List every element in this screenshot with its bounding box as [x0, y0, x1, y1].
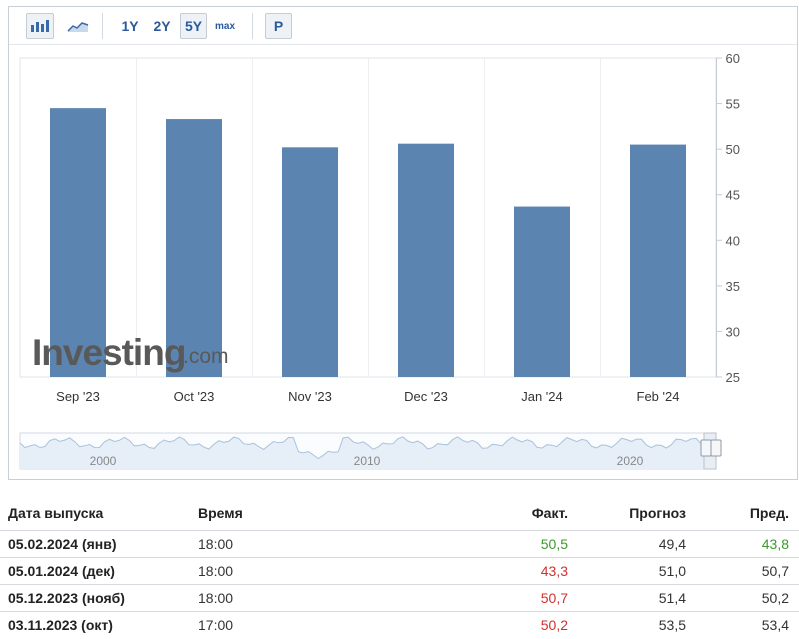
table-row: 05.01.2024 (дек) 18:00 43,3 51,0 50,7 [0, 557, 799, 584]
y-tick-label: 45 [726, 188, 740, 203]
row-date: 05.12.2023 (нояб) [8, 590, 125, 606]
x-tick-label: Nov '23 [288, 389, 332, 404]
table-header-row: Дата выпуска Время Факт. Прогноз Пред. [0, 500, 799, 527]
row-time: 18:00 [198, 590, 234, 606]
header-date: Дата выпуска [8, 505, 104, 521]
navigator-year-label: 2000 [90, 454, 117, 468]
navigator-series-line [19, 436, 717, 460]
row-forecast: 51,4 [658, 590, 686, 606]
navigator-handle[interactable] [710, 439, 722, 457]
x-tick-label: Sep '23 [56, 389, 100, 404]
row-actual: 43,3 [540, 563, 568, 579]
header-actual: Факт. [531, 505, 568, 521]
row-previous: 53,4 [761, 617, 789, 633]
navigator-year-label: 2010 [354, 454, 381, 468]
row-time: 18:00 [198, 536, 234, 552]
watermark-suffix: .com [183, 345, 229, 368]
x-tick-label: Dec '23 [404, 389, 448, 404]
navigator-year-label: 2020 [617, 454, 644, 468]
y-tick-label: 50 [726, 142, 740, 157]
toolbar-separator [102, 13, 103, 39]
row-forecast: 49,4 [658, 536, 686, 552]
row-actual: 50,5 [540, 536, 568, 552]
bar [630, 144, 686, 377]
row-date: 05.02.2024 (янв) [8, 536, 117, 552]
bar [166, 119, 222, 378]
row-forecast: 53,5 [658, 617, 686, 633]
range-1y-button[interactable]: 1Y [121, 18, 139, 34]
p-button[interactable]: P [265, 13, 292, 39]
bar-chart: Investing .com Sep '23 Oct '23 Nov '23 Dec … [19, 51, 740, 470]
area-chart-icon [67, 22, 89, 32]
row-actual: 50,7 [540, 590, 568, 606]
bar-chart-icon [31, 20, 49, 32]
bar [50, 108, 106, 377]
row-previous: 50,2 [761, 590, 789, 606]
bar [514, 206, 570, 377]
x-tick-label: Jan '24 [521, 389, 563, 404]
header-time: Время [198, 505, 243, 521]
row-actual: 50,2 [540, 617, 568, 633]
chart-toolbar: 1Y 2Y 5Y max P [9, 7, 797, 45]
row-date: 05.01.2024 (дек) [8, 563, 115, 579]
bar [398, 143, 454, 377]
watermark-logo: Investing .com [32, 332, 229, 373]
row-time: 18:00 [198, 563, 234, 579]
y-tick-label: 40 [726, 233, 740, 248]
navigator-area [20, 436, 716, 469]
y-tick-label: 25 [726, 370, 740, 385]
range-5y-button[interactable]: 5Y [180, 13, 207, 39]
row-previous: 43,8 [761, 536, 789, 552]
chart-navigator[interactable]: 2000 2010 2020 [19, 432, 722, 470]
watermark-brand: Investing [32, 332, 185, 373]
row-date: 03.11.2023 (окт) [8, 617, 113, 633]
toolbar-separator [252, 13, 253, 39]
area-chart-button[interactable] [64, 13, 92, 39]
table-row: 05.02.2024 (янв) 18:00 50,5 49,4 43,8 [0, 530, 799, 557]
header-previous: Пред. [749, 505, 789, 521]
row-time: 17:00 [198, 617, 234, 633]
chart-bars [50, 108, 686, 378]
range-2y-button[interactable]: 2Y [153, 18, 171, 34]
table-row: 03.11.2023 (окт) 17:00 50,2 53,5 53,4 [0, 611, 799, 638]
y-tick-label: 60 [726, 51, 740, 66]
x-tick-label: Feb '24 [637, 389, 680, 404]
row-forecast: 51,0 [658, 563, 686, 579]
table-row: 05.12.2023 (нояб) 18:00 50,7 51,4 50,2 [0, 584, 799, 611]
header-forecast: Прогноз [629, 505, 686, 521]
chart-axes: Sep '23 Oct '23 Nov '23 Dec '23 Jan '24 Feb '… [56, 51, 740, 404]
navigator-handle[interactable] [700, 439, 712, 457]
x-tick-label: Oct '23 [174, 389, 215, 404]
chart-grid [19, 57, 717, 378]
y-tick-label: 30 [726, 324, 740, 339]
bar-chart-button[interactable] [26, 13, 54, 39]
y-tick-label: 55 [726, 97, 740, 112]
range-max-button[interactable]: max [214, 20, 235, 32]
bar [282, 147, 338, 377]
y-tick-label: 35 [726, 279, 740, 294]
row-previous: 50,7 [761, 563, 789, 579]
